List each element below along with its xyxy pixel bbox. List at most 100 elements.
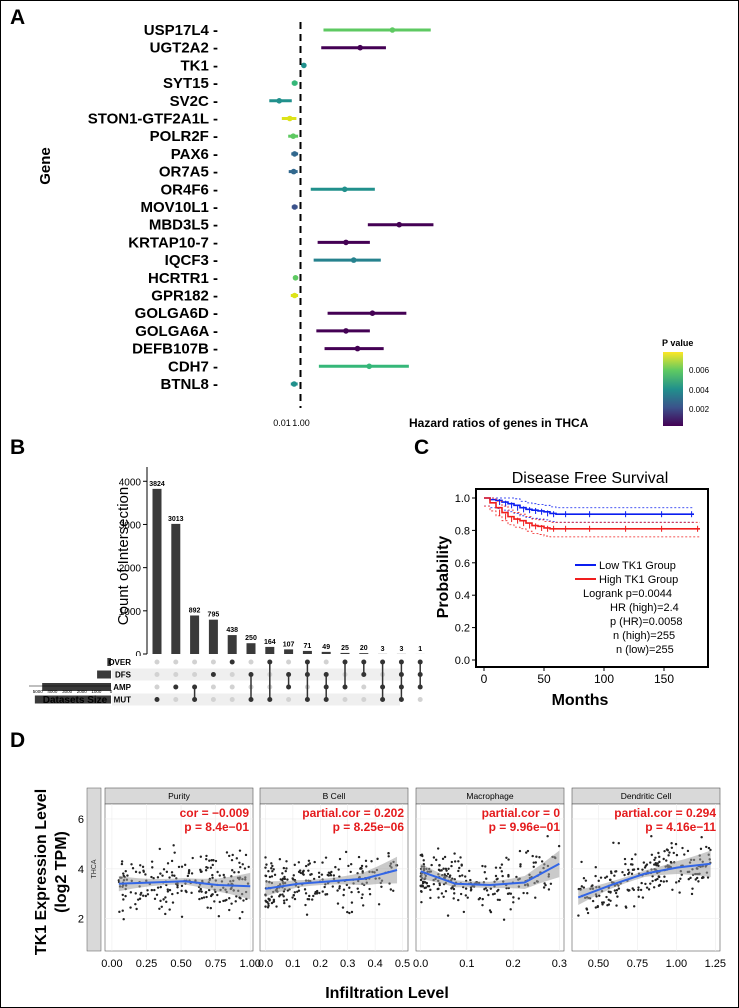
facet-point	[700, 876, 704, 880]
facet-point	[185, 890, 188, 894]
facet-point	[172, 844, 175, 847]
forest-title: Hazard ratios of genes in THCA	[409, 416, 589, 430]
facet-point	[542, 886, 546, 889]
facet-point	[282, 899, 286, 902]
facet-point	[438, 883, 442, 887]
hr-point	[357, 44, 363, 51]
facet-point	[637, 888, 640, 892]
facet-point	[368, 887, 371, 891]
matrix-dot-empty	[192, 672, 198, 677]
intersection-bar	[359, 653, 369, 654]
facet-title: Macrophage	[466, 791, 514, 801]
facet-x-tick-label: 0.50	[588, 958, 609, 970]
facet-point	[124, 894, 127, 898]
facet-trend-line	[577, 862, 711, 899]
facet-point	[323, 885, 326, 889]
facet-point	[242, 899, 245, 902]
facet-point	[653, 863, 656, 866]
facet-point	[438, 864, 441, 867]
panel-label-b: B	[10, 436, 25, 459]
facet-point	[642, 861, 646, 864]
facet-point	[268, 899, 271, 902]
facet-point	[238, 861, 241, 864]
facet-point	[519, 863, 522, 866]
facet-point	[376, 857, 379, 861]
km-stat-p-hr: p (HR)=0.0058	[610, 616, 682, 628]
facet-point	[658, 855, 661, 859]
facet-point	[458, 874, 462, 878]
facet-point	[461, 874, 464, 877]
facet-point	[387, 855, 390, 858]
facet-point	[629, 863, 633, 866]
facet-point	[615, 904, 618, 907]
facet-point	[437, 868, 441, 872]
km-y-tick-label: 0.4	[455, 590, 470, 602]
facet-stat-cor: cor = −0.009	[180, 806, 250, 820]
hr-point	[396, 221, 403, 228]
upset-y-tick-label: 4000	[119, 477, 142, 488]
facet-point	[338, 857, 342, 861]
facet-point	[231, 869, 234, 872]
facet-point	[158, 907, 161, 911]
facet-point	[317, 875, 321, 879]
facet-x-tick-label: 0.1	[285, 958, 300, 970]
matrix-dot-empty	[229, 672, 235, 677]
gene-label: IQCF3 -	[165, 252, 218, 269]
facet-point	[278, 895, 281, 898]
facet-point	[150, 888, 154, 892]
set-size-tick-label: 3000	[62, 689, 73, 694]
matrix-dot-empty	[154, 672, 160, 677]
facet-point	[264, 866, 267, 869]
gene-label: KRTAP10-7 -	[128, 234, 218, 251]
facet-point	[663, 875, 666, 878]
hr-point	[354, 345, 361, 352]
facet-point	[419, 890, 423, 893]
facet-point	[134, 902, 137, 906]
facet-point	[139, 864, 142, 867]
facet-point	[649, 861, 652, 864]
facet-point	[652, 886, 656, 889]
intersection-bar-label: 107	[283, 641, 295, 648]
facet-point	[365, 865, 368, 868]
facet-point	[481, 903, 484, 907]
facet-point	[176, 891, 179, 895]
facet-point	[361, 904, 365, 907]
facet-point	[649, 882, 652, 885]
gene-label: BTNL8 -	[161, 376, 219, 393]
gene-label: TK1 -	[181, 57, 219, 74]
facet-point	[247, 865, 250, 869]
facet-point	[180, 915, 184, 918]
facet-point	[437, 896, 440, 899]
facet-point	[243, 867, 247, 870]
facet-stat-cor: partial.cor = 0	[482, 806, 561, 820]
facet-point	[180, 865, 184, 868]
facet-point	[387, 852, 390, 855]
facet-point	[338, 885, 341, 888]
hr-point	[286, 115, 293, 122]
facet-point	[484, 865, 487, 868]
facet-stat-p: p = 8.25e−06	[333, 820, 405, 834]
facet-point	[241, 863, 244, 866]
facet-point	[213, 900, 216, 903]
facet-point	[709, 848, 712, 852]
facet-point	[580, 885, 584, 888]
km-ci-lower	[484, 505, 700, 538]
facet-point	[293, 891, 297, 894]
facet-point	[675, 881, 678, 884]
facet-x-tick-label: 0.00	[101, 958, 122, 970]
facet-point	[450, 864, 453, 868]
intersection-bar	[321, 651, 331, 654]
facet-point	[432, 856, 436, 859]
facet-point	[436, 847, 440, 850]
facet-point	[199, 870, 203, 873]
forest-plot: Gene USP17L4 -UGT2A2 -TK1 -SYT15 -SV2C -…	[37, 22, 710, 430]
km-plot-border	[475, 488, 709, 668]
facet-point	[168, 876, 171, 879]
km-y-tick-label: 0.8	[455, 525, 470, 537]
facet-point	[210, 893, 214, 897]
gene-label: MBD3L5 -	[149, 217, 218, 234]
facet-point	[206, 906, 209, 909]
facet-point	[598, 894, 601, 897]
facet-point	[186, 874, 190, 878]
facet-point	[534, 861, 537, 864]
